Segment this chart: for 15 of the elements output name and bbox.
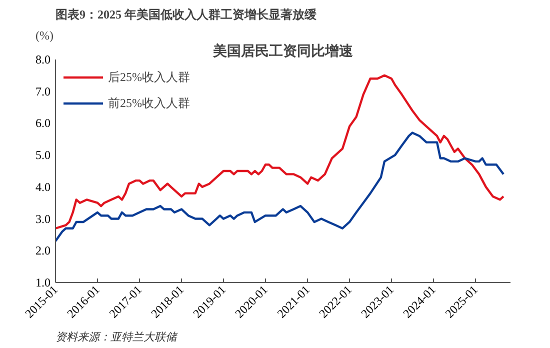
y-axis-title: (%) bbox=[36, 28, 54, 42]
y-tick-label: 6.0 bbox=[36, 116, 50, 130]
chart-subtitle: 图表9：2025 年美国低收入人群工资增长显著放缓 bbox=[56, 8, 318, 22]
y-tick-label: 5.0 bbox=[36, 148, 50, 162]
chart-title: 美国居民工资同比增速 bbox=[212, 42, 354, 60]
y-tick-label: 1.0 bbox=[36, 276, 50, 290]
y-tick-label: 2.0 bbox=[36, 244, 50, 258]
legend-label: 前25%收入人群 bbox=[108, 94, 190, 112]
legend-label: 后25%收入人群 bbox=[108, 68, 190, 86]
y-tick-label: 4.0 bbox=[36, 180, 50, 194]
text: 资料来源：亚特兰大联储 bbox=[56, 330, 178, 344]
line-series bbox=[56, 132, 505, 242]
y-tick-label: 8.0 bbox=[36, 52, 50, 66]
y-tick-label: 7.0 bbox=[36, 84, 50, 98]
y-tick-label: 3.0 bbox=[36, 212, 50, 226]
